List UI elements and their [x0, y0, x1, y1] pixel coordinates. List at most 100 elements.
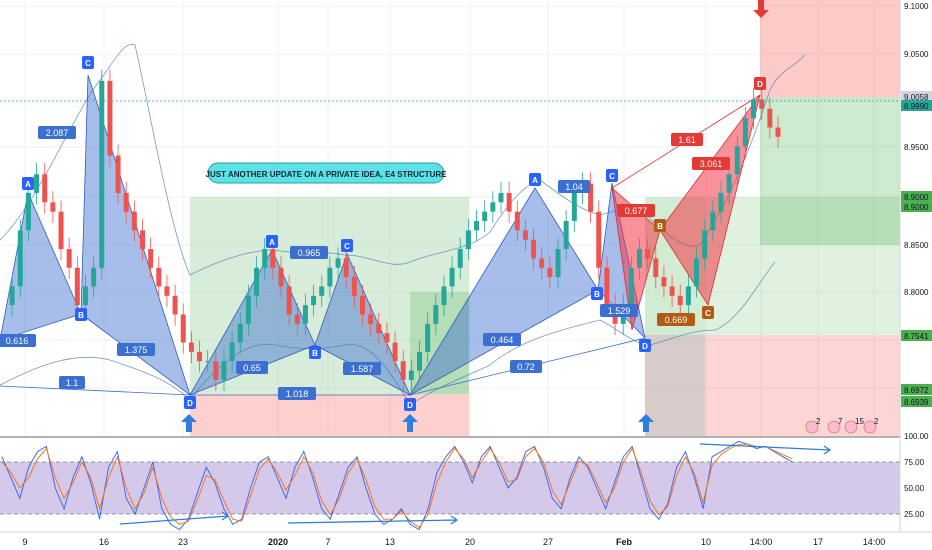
candle-body: [25, 192, 31, 231]
candle-body: [604, 267, 610, 306]
candle-body: [237, 323, 243, 343]
candle-body: [465, 230, 471, 250]
time-axis[interactable]: [0, 532, 932, 550]
candle-body: [742, 118, 748, 147]
candle-body: [140, 230, 146, 250]
candle-body: [131, 211, 137, 231]
candle-body: [775, 127, 781, 137]
ratio-labels: 2.087 0.616 1.375 1.1 0.65 0.965 1.587 1.018 1.0…: [0, 126, 730, 400]
candle-body: [107, 80, 113, 156]
arrow-up-icon: [181, 414, 197, 432]
x-tick-label: 14:00: [863, 537, 886, 547]
candle-body: [278, 267, 284, 287]
candle-body: [457, 249, 463, 268]
candle-body: [376, 323, 382, 334]
price-tag: [901, 330, 932, 341]
badge-count: 15: [855, 417, 864, 426]
y-tick-label: 8.9000: [904, 193, 929, 202]
point-label-box: [404, 398, 416, 411]
annotation-bubble[interactable]: JUST ANOTHER UPDATE ON A PRIVATE IDEA, E…: [206, 162, 448, 184]
indicator-badges[interactable]: 2 7 15 2: [805, 417, 879, 434]
price-tag: [901, 191, 932, 202]
candle-body: [563, 221, 569, 250]
candle-body: [474, 221, 480, 231]
candle-body: [628, 267, 634, 306]
candle-body: [50, 202, 56, 212]
candle-body: [58, 211, 64, 250]
ratio-label-box: [483, 333, 521, 346]
candle-body: [661, 277, 667, 287]
candle-body: [66, 249, 72, 268]
candle-body: [408, 370, 414, 380]
ratio-label: 1.61: [678, 135, 696, 145]
candle-body: [359, 295, 365, 315]
price-tag: [901, 201, 932, 212]
candle-body: [751, 99, 757, 119]
ratio-label: 0.669: [665, 315, 688, 325]
y-tick-label: 8.9990: [904, 102, 929, 111]
candle-body: [522, 230, 528, 240]
ratio-label: 2.087: [46, 128, 69, 138]
candle-body: [205, 361, 211, 363]
price-pane[interactable]: [0, 0, 900, 437]
point-label: A: [269, 238, 275, 247]
pattern-1-xab: [0, 191, 82, 341]
candle-body: [441, 286, 447, 306]
candle-body: [343, 258, 349, 278]
candle-body: [148, 249, 154, 268]
candle-body: [759, 99, 765, 109]
x-tick-label: 13: [385, 537, 395, 547]
ratio-label-box: [600, 304, 638, 317]
candle-body: [539, 258, 545, 268]
candle-body: [718, 192, 724, 212]
annotation-bubble-box: [207, 162, 445, 184]
point-label-box: [22, 177, 34, 190]
ratio-label-box: [117, 343, 155, 356]
price-tag: [901, 396, 932, 407]
ratio-label-box: [290, 246, 328, 259]
candle-body: [726, 174, 732, 193]
candle-body: [74, 267, 80, 306]
emoji-badge-icon: [827, 420, 841, 434]
ratio-label-box: [278, 387, 316, 400]
ratio-label-box: [343, 362, 381, 375]
ratio-label-box: [38, 126, 76, 139]
candle-body: [311, 295, 317, 306]
arrow-up-icon: [638, 414, 654, 432]
point-label-box: [639, 339, 651, 352]
point-label-box: [606, 169, 618, 182]
point-label: B: [594, 290, 600, 299]
divergence-line-1: [119, 511, 230, 525]
point-label: B: [78, 311, 84, 320]
candle-body: [294, 314, 300, 324]
x-tick-label: 10: [701, 537, 711, 547]
price-axis[interactable]: [900, 0, 932, 532]
point-label-box: [75, 308, 87, 321]
ratio-label-box: [692, 157, 730, 170]
point-label: B: [657, 222, 663, 231]
ratio-label: 1.018: [286, 389, 309, 399]
candle-body: [734, 146, 740, 175]
x-tick-label: 20: [465, 537, 475, 547]
ratio-label: 1.1: [66, 378, 79, 388]
candle-body: [636, 249, 642, 268]
y-tick-label: 8.6939: [904, 398, 929, 407]
point-label-box: [754, 77, 766, 90]
short-zone-profit: [760, 97, 900, 245]
oscillator-series-line: [1, 443, 793, 529]
candle-body: [677, 295, 683, 306]
candle-body: [588, 183, 594, 212]
x-tick-label: 2020: [268, 537, 288, 547]
oscillator-band: [0, 462, 900, 514]
candle-body: [172, 295, 178, 315]
candle-body: [400, 361, 406, 380]
divergence-line-3: [699, 443, 832, 455]
ratio-label-box: [671, 133, 703, 146]
candle-body: [156, 267, 162, 287]
point-label: B: [312, 349, 318, 358]
candle-body: [197, 351, 203, 362]
price-tag: [901, 100, 932, 111]
candle-body: [514, 211, 520, 231]
point-label-box: [591, 287, 603, 300]
